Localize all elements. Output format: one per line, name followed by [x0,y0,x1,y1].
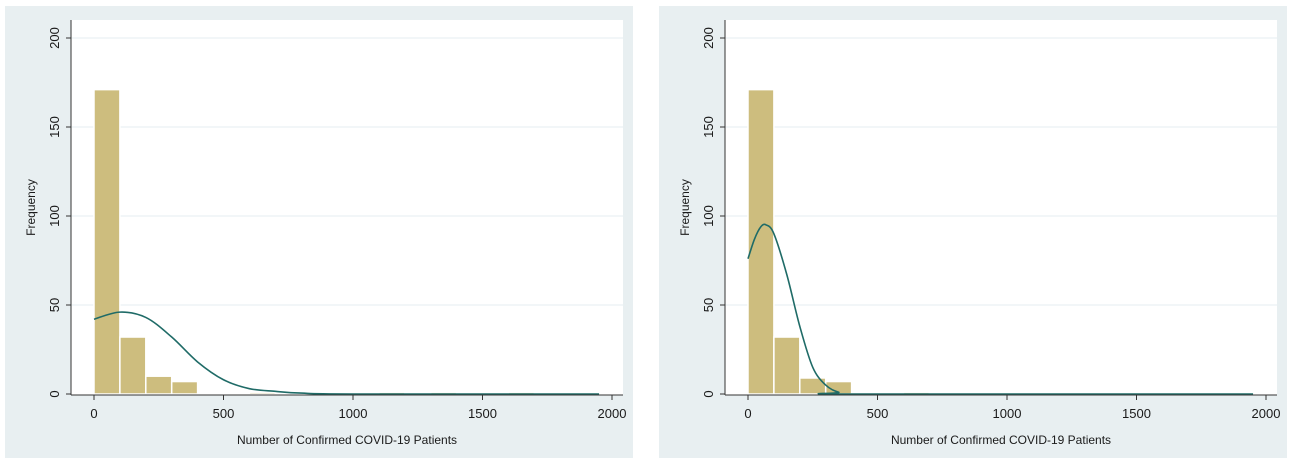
plot-area [725,20,1277,395]
y-tick-label: 100 [47,205,62,227]
x-tick-label: 1500 [1122,406,1151,421]
density-curve [747,223,1254,395]
histogram-bar [747,88,775,395]
histogram-bar [170,380,199,395]
x-tick-label: 1000 [339,406,368,421]
y-tick-label: 0 [47,390,62,397]
histogram-bar [248,391,277,395]
histogram-bar [145,375,173,395]
y-tick-label: 200 [701,27,716,49]
x-tick-label: 0 [90,406,97,421]
x-tick-label: 2000 [598,406,627,421]
x-axis-title: Number of Confirmed COVID-19 Patients [237,433,457,447]
density-curve [93,311,600,395]
histogram-panel-right: 0 50 100 150 200 0 500 1000 1500 2000 Number of Co… [659,6,1287,458]
x-tick-label: 500 [867,406,889,421]
histogram-bar [93,88,121,395]
y-tick-label: 150 [701,116,716,138]
y-tick-label: 100 [701,205,716,227]
y-axis-title: Frequency [678,179,692,236]
y-tick-label: 50 [47,298,62,312]
x-tick-label: 0 [744,406,751,421]
y-tick-label: 200 [47,27,62,49]
y-tick-label: 0 [701,390,716,397]
x-tick-label: 1000 [993,406,1022,421]
histogram-bar [773,336,801,395]
histogram-panel-left: 0 50 100 150 200 0 500 1000 1500 2000 Number of Co… [5,6,633,458]
x-tick-label: 2000 [1252,406,1281,421]
x-tick-label: 500 [213,406,235,421]
histogram-bar [119,336,147,395]
x-axis-title: Number of Confirmed COVID-19 Patients [891,433,1111,447]
y-axis-title: Frequency [24,179,38,236]
plot-area [71,20,623,395]
x-tick-label: 1500 [468,406,497,421]
y-tick-label: 150 [47,116,62,138]
y-tick-label: 50 [701,298,716,312]
